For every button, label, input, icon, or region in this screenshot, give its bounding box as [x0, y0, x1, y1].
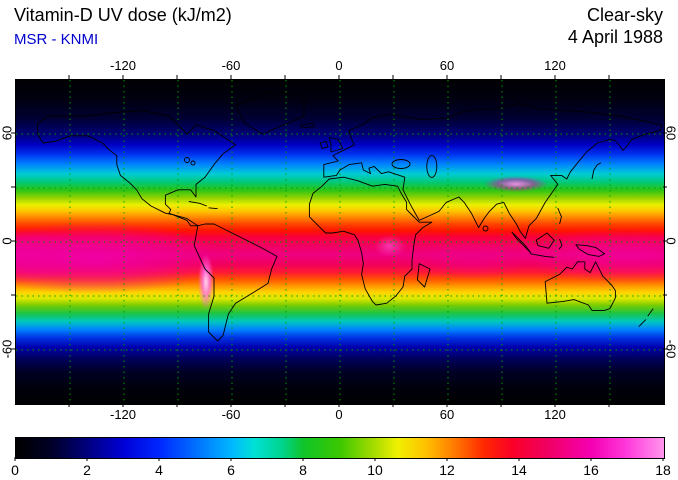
lat-tick-label-right: 60 — [663, 125, 678, 141]
lon-tick-label: -60 — [221, 58, 241, 73]
lon-tick-label: 120 — [544, 58, 566, 73]
lat-tick-label-right: -60 — [663, 339, 678, 359]
coast-sumatra — [511, 231, 532, 254]
lat-tick-label-left: 60 — [0, 125, 15, 141]
map-source: MSR - KNMI — [14, 31, 99, 48]
coast-japan — [591, 162, 602, 180]
coast-britain — [328, 137, 344, 153]
colorbar-gradient — [15, 437, 665, 459]
lon-axis-top: -120 -60 0 60 120 — [15, 58, 663, 73]
lon-tick-label: 60 — [439, 407, 455, 422]
colorbar-labels: 0 2 4 6 8 10 12 14 16 18 — [11, 462, 671, 478]
colorbar-tick-label: 6 — [227, 462, 235, 478]
coast-madagascar — [416, 263, 431, 288]
sri-lanka — [482, 225, 489, 232]
lon-tick-label: -120 — [109, 407, 137, 422]
coast-south-america — [193, 223, 278, 342]
lon-tick-label: 120 — [544, 407, 566, 422]
sky-condition-label: Clear-sky — [586, 5, 663, 25]
coast-sulawesi — [558, 238, 563, 250]
coast-iceland — [299, 122, 316, 129]
colorbar-tick-label: 10 — [367, 462, 383, 478]
map-date: 4 April 1988 — [567, 27, 663, 47]
coast-north-america — [37, 110, 237, 227]
lat-tick-label-left: 0 — [0, 237, 15, 245]
coast-borneo — [535, 232, 555, 249]
coast-greenland — [235, 92, 305, 135]
graticule-grid — [16, 80, 664, 404]
caspian-sea — [426, 154, 438, 178]
lon-tick-label: -120 — [109, 58, 137, 73]
lat-tick-label-left: -60 — [0, 339, 15, 359]
black-sea — [391, 159, 411, 169]
colorbar-tick-label: 0 — [11, 462, 19, 478]
lat-tick-label-right: 0 — [663, 237, 678, 245]
lon-tick-label: -60 — [221, 407, 241, 422]
coast-eurasia — [323, 102, 663, 239]
coast-java — [529, 253, 555, 258]
colorbar-tick-label: 14 — [511, 462, 527, 478]
map-overlay — [16, 80, 664, 404]
lon-tick-label: 0 — [335, 407, 343, 422]
great-lakes — [184, 157, 190, 163]
colorbar-tick-label: 4 — [155, 462, 163, 478]
page-title: Vitamin-D UV dose (kJ/m2) — [14, 5, 232, 25]
colorbar-tick-label: 8 — [299, 462, 307, 478]
coast-new-zealand — [638, 308, 654, 327]
coast-new-guinea — [575, 244, 606, 257]
great-lakes — [190, 160, 196, 166]
coast-africa — [308, 176, 433, 306]
colorbar-tick-label: 16 — [583, 462, 599, 478]
lon-tick-label: 0 — [335, 58, 343, 73]
coast-ireland — [319, 140, 329, 149]
coast-philippines — [557, 207, 562, 225]
lon-axis-bottom: -120 -60 0 60 120 — [15, 407, 663, 422]
world-map — [15, 79, 665, 405]
colorbar-tick-label: 2 — [83, 462, 91, 478]
coastline-overlay — [37, 92, 663, 342]
lon-tick-label: 60 — [439, 58, 455, 73]
coast-cuba — [188, 201, 218, 210]
colorbar-tick-label: 12 — [439, 462, 455, 478]
colorbar-tick-label: 18 — [655, 462, 671, 478]
coast-australia — [544, 261, 616, 311]
